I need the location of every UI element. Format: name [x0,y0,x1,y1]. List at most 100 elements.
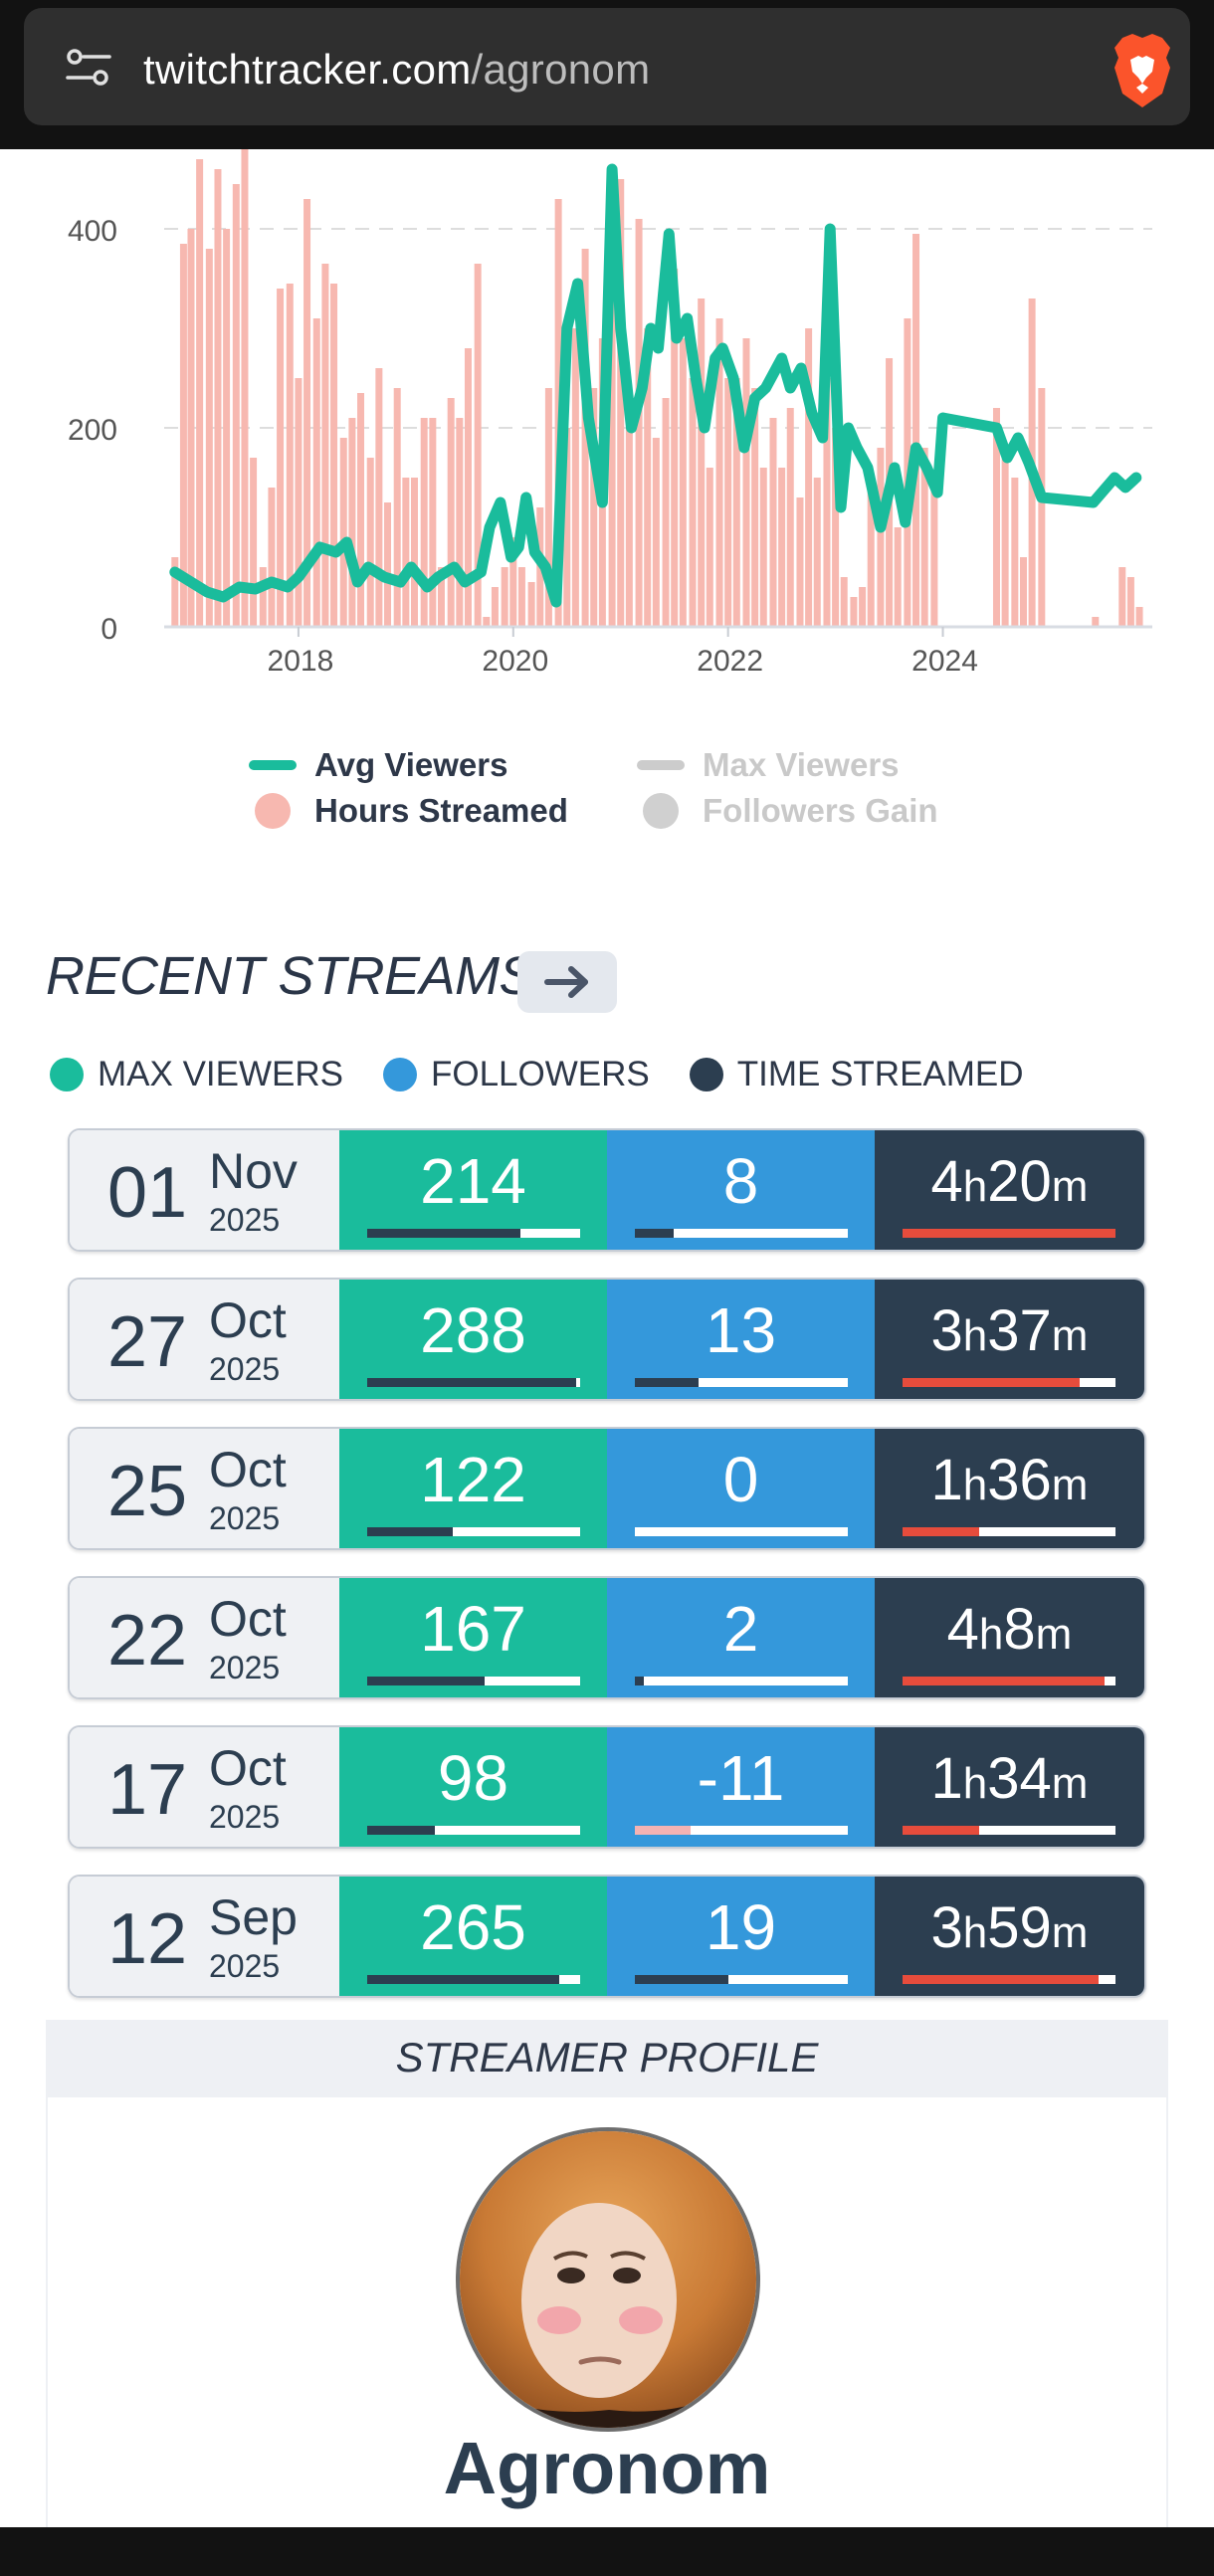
arrow-right-icon [544,966,588,998]
legend-followers-gain[interactable]: Followers Gain [637,792,938,830]
hours-streamed-bar [724,378,732,627]
minutes-value: 20 [987,1149,1052,1214]
streamer-name: Agronom [443,2427,771,2509]
stream-max-viewers: 288 [339,1280,607,1399]
hours-streamed-bar [644,328,652,627]
legend-avg-viewers[interactable]: Avg Viewers [249,746,507,784]
minutes-unit: m [1051,1311,1089,1360]
brave-shields-icon[interactable] [1109,32,1176,109]
bar-fill [635,1378,700,1387]
hours-unit: h [962,1311,988,1360]
stream-year: 2025 [209,1351,281,1387]
hours-streamed-bar [366,458,374,627]
y-tick-label: 0 [101,613,117,646]
hours-streamed-bar [312,318,320,627]
hours-streamed-bar [920,448,928,627]
x-tick-label: 2024 [911,645,978,678]
stream-row[interactable]: 25 Oct 2025 122 0 1h36m [68,1427,1146,1550]
hours-streamed-bar [930,488,938,627]
hours-streamed-bar [384,502,392,627]
followers-bar [635,1527,848,1536]
stream-day: 17 [107,1750,188,1830]
hours-streamed-bar [304,199,311,627]
legend-label: Max Viewers [703,746,900,783]
key-dot [382,1058,417,1091]
hours-streamed-bar [517,567,525,627]
stream-row[interactable]: 22 Oct 2025 167 2 4h8m [68,1576,1146,1699]
minutes-value: 36 [987,1448,1052,1512]
stream-row[interactable]: 01 Nov 2025 214 8 4h20m [68,1128,1146,1252]
hours-streamed-bar [778,468,786,627]
minutes-value: 8 [1003,1597,1036,1662]
hours-streamed-bar [662,398,670,627]
hours-streamed-bar [563,428,571,627]
stream-month: Oct [209,1442,287,1497]
hours-streamed-bar [608,219,616,627]
bar-fill [903,1975,1099,1984]
avatar[interactable] [456,2127,760,2432]
address-bar[interactable]: twitchtracker.com/agronom [24,8,1190,125]
hours-streamed-bar [635,219,643,627]
hours-streamed-bar [813,478,821,627]
hours-streamed-bar [894,527,902,627]
legend-max-viewers[interactable]: Max Viewers [637,746,900,784]
hours-streamed-bar [671,269,679,627]
legend-label: Avg Viewers [314,746,508,783]
y-tick-label: 200 [68,414,117,447]
stream-followers: 13 [607,1280,875,1399]
site-settings-icon[interactable] [66,48,111,88]
followers-value: 0 [722,1444,759,1515]
hours-streamed-bar [250,458,258,627]
max-viewers-bar [367,1378,580,1387]
stream-row[interactable]: 17 Oct 2025 98 -11 1h34m [68,1725,1146,1849]
stream-time: 1h34m [875,1727,1144,1847]
hours-streamed-bar [205,249,213,627]
hours-streamed-bar [877,448,885,627]
max-viewers-value: 98 [437,1742,509,1814]
hours-streamed-bar [715,318,723,627]
x-tick-label: 2018 [268,645,334,678]
avatar-image [460,2131,756,2428]
hours-streamed-bar [625,428,633,627]
viewers-hours-chart: 0 200 400 2018 2020 2022 2024 [68,149,1152,678]
bar-fill [635,1826,691,1835]
recent-streams-more-button[interactable] [517,951,617,1013]
hours-streamed-bar [348,418,356,627]
max-viewers-bar [367,1527,580,1536]
hours-streamed-bar [732,378,740,627]
hours-unit: h [962,1908,988,1957]
hours-streamed-bar [742,338,750,627]
stream-followers: 19 [607,1877,875,1996]
bar-fill [635,1975,729,1984]
legend-hours-streamed[interactable]: Hours Streamed [249,792,568,830]
url-text[interactable]: twitchtracker.com/agronom [143,46,650,94]
time-streamed-bar [903,1677,1115,1685]
stream-row[interactable]: 27 Oct 2025 288 13 3h37m [68,1278,1146,1401]
legend-dot-swatch [255,793,291,829]
time-streamed-bar [903,1229,1115,1238]
stream-date: 12 Sep 2025 [70,1877,339,1996]
page-content: 0 200 400 2018 2020 2022 2024 Avg Viewers Max … [0,149,1214,2527]
time-streamed-value: 3h59m [875,1894,1144,1961]
bar-fill [903,1378,1080,1387]
followers-value: 2 [722,1593,759,1665]
time-streamed-value: 4h8m [875,1596,1144,1663]
hours-streamed-bar [429,418,437,627]
key-label: FOLLOWERS [430,1055,650,1093]
legend-line-swatch [249,760,297,770]
hours-streamed-bar [544,388,552,627]
hours-streamed-bar [295,378,303,627]
y-tick-label: 400 [68,215,117,248]
bar-fill [367,1677,485,1685]
hours-streamed-bar [474,264,482,627]
bar-fill [367,1826,436,1835]
stream-year: 2025 [209,1202,281,1238]
stream-year: 2025 [209,1948,281,1984]
hours-streamed-bar [375,368,383,627]
stream-row[interactable]: 12 Sep 2025 265 19 3h59m [68,1875,1146,1998]
legend-line-swatch [637,760,685,770]
time-streamed-value: 4h20m [875,1148,1144,1215]
key-followers: FOLLOWERS [382,1055,650,1094]
hours-streamed-bar [214,169,222,627]
hours-streamed-bar [1118,567,1126,627]
